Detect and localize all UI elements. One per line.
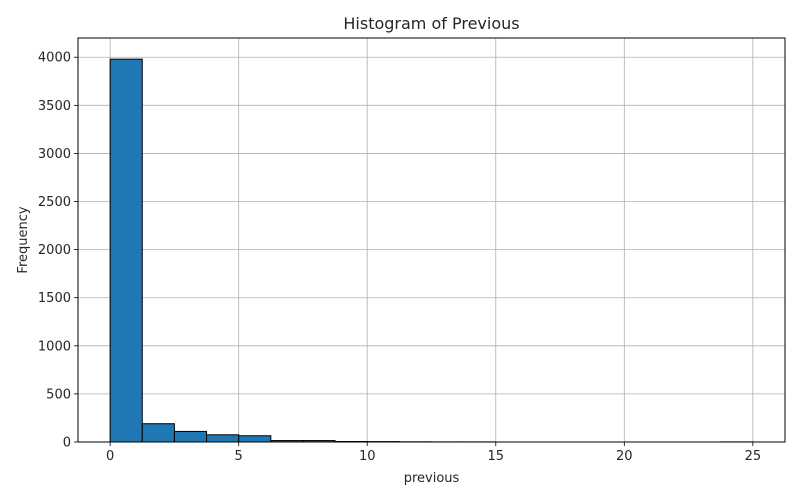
y-tick-label: 4000 <box>38 51 71 66</box>
grid-lines <box>78 38 785 443</box>
y-tick-label: 0 <box>63 436 71 451</box>
axis-ticks: 0 5 10 15 20 25 0 500 1000 1500 2000 2500 3000 3500 40… <box>38 51 761 464</box>
histogram-bar <box>238 435 272 443</box>
chart-title: Histogram of Previous <box>343 14 519 33</box>
plot-area <box>78 38 785 442</box>
histogram-bar <box>141 423 175 443</box>
histogram-bars <box>109 58 754 443</box>
histogram-bar <box>109 58 143 443</box>
x-tick-label: 20 <box>616 449 633 464</box>
plot-frame <box>77 37 786 443</box>
x-tick-label: 5 <box>235 449 243 464</box>
y-tick-label: 1000 <box>38 339 71 354</box>
histogram-bar <box>206 434 240 443</box>
histogram-bar <box>173 430 208 443</box>
x-tick-label: 25 <box>745 449 762 464</box>
y-tick-label: 3500 <box>38 99 71 114</box>
x-tick-label: 0 <box>106 449 114 464</box>
x-axis-label: previous <box>404 471 460 486</box>
y-tick-label: 1500 <box>38 291 71 306</box>
y-tick-label: 2000 <box>38 243 71 258</box>
y-tick-label: 2500 <box>38 195 71 210</box>
y-tick-label: 3000 <box>38 147 71 162</box>
y-axis-label: Frequency <box>16 206 31 273</box>
x-tick-label: 15 <box>487 449 504 464</box>
y-tick-label: 500 <box>46 387 71 402</box>
x-tick-label: 10 <box>359 449 376 464</box>
